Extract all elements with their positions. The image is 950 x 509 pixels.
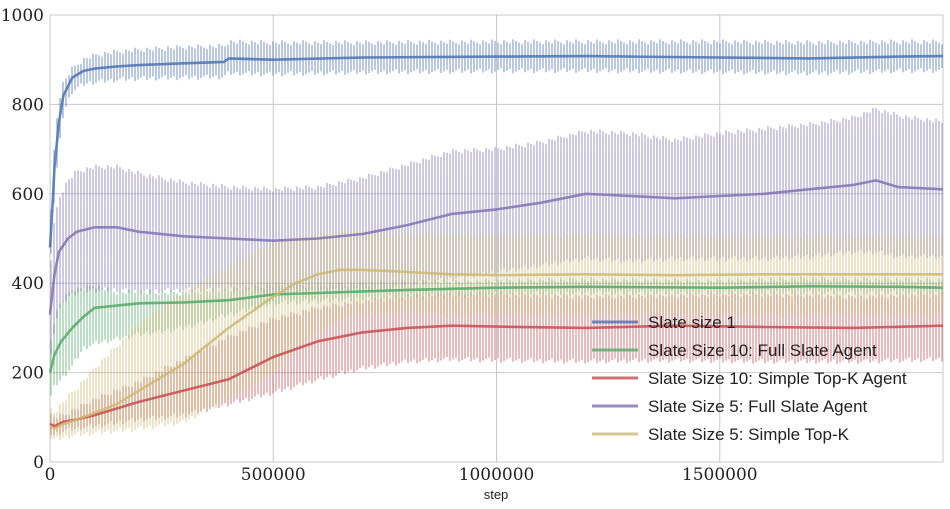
y-tick-label: 200 [12, 364, 44, 384]
series-line-4 [49, 268, 943, 430]
x-tick-label: 1500000 [682, 465, 758, 485]
legend-label: Slate Size 10: Full Slate Agent [648, 341, 877, 360]
x-tick-label: 500000 [241, 465, 306, 485]
legend-label: Slate Size 5: Full Slate Agent [648, 397, 868, 416]
x-axis-ticks: 0 500000 1000000 1500000 [45, 465, 758, 485]
y-tick-label: 0 [33, 453, 44, 473]
legend-label: Slate Size 10: Simple Top-K Agent [648, 369, 907, 388]
legend-label: Slate size 1 [648, 313, 736, 332]
y-tick-label: 400 [12, 274, 44, 294]
legend: Slate size 1 Slate Size 10: Full Slate Ag… [592, 313, 907, 444]
x-axis-label: step [484, 487, 509, 502]
y-tick-label: 800 [12, 95, 44, 115]
series-line-0 [48, 54, 944, 248]
x-tick-label: 1000000 [459, 465, 535, 485]
y-axis-ticks: 0 200 400 600 800 1000 [1, 6, 44, 473]
x-tick-label: 0 [45, 465, 56, 485]
y-tick-label: 1000 [1, 6, 44, 26]
series-line-3 [48, 179, 944, 315]
legend-label: Slate Size 5: Simple Top-K [648, 425, 850, 444]
mean-lines [48, 54, 944, 430]
series-line-1 [48, 284, 944, 373]
y-tick-label: 600 [12, 185, 44, 205]
